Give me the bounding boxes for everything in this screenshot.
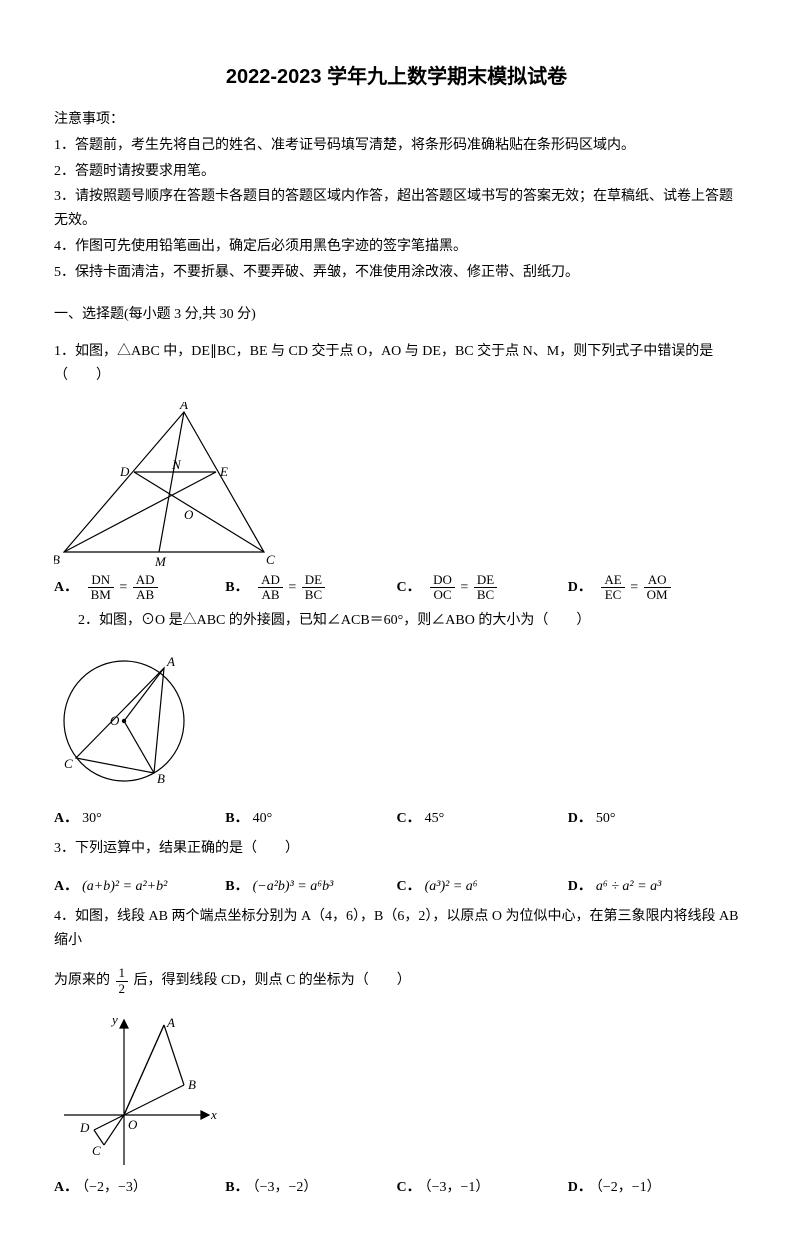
q1-opt-c: C． DOOC = DEBC xyxy=(397,573,568,603)
notice-item: 3．请按照题号顺序在答题卡各题目的答题区域内作答，超出答题区域书写的答案无效；在… xyxy=(54,185,739,233)
svg-text:B: B xyxy=(188,1077,196,1092)
svg-text:B: B xyxy=(54,552,60,567)
svg-text:C: C xyxy=(64,756,73,771)
notice-item: 1．答题前，考生先将自己的姓名、准考证号码填写清楚，将条形码准确粘贴在条形码区域… xyxy=(54,134,739,158)
q1-stem: 1．如图，△ABC 中，DE∥BC，BE 与 CD 交于点 O，AO 与 DE，… xyxy=(54,340,739,388)
q2-opt-b: B．40° xyxy=(225,807,396,831)
svg-text:O: O xyxy=(128,1117,138,1132)
page-title: 2022-2023 学年九上数学期末模拟试卷 xyxy=(54,60,739,94)
svg-text:O: O xyxy=(184,507,194,522)
opt-label: A． xyxy=(54,580,78,595)
q4-stem-b: 为原来的 12 后，得到线段 CD，则点 C 的坐标为（ ） xyxy=(54,966,739,996)
svg-text:D: D xyxy=(79,1120,90,1135)
svg-text:C: C xyxy=(92,1143,101,1158)
q2-opt-c: C．45° xyxy=(397,807,568,831)
q2-options: A．30° B．40° C．45° D．50° xyxy=(54,807,739,831)
notice-item: 5．保持卡面清洁，不要折暴、不要弄破、弄皱，不准使用涂改液、修正带、刮纸刀。 xyxy=(54,261,739,285)
svg-text:O: O xyxy=(110,713,120,728)
svg-text:C: C xyxy=(266,552,275,567)
q2-diagram: A B C O xyxy=(54,646,214,801)
q4-opt-a: A．（−2，−3） xyxy=(54,1176,225,1200)
opt-label: C． xyxy=(397,580,421,595)
q2-opt-d: D．50° xyxy=(568,807,739,831)
svg-text:E: E xyxy=(219,464,228,479)
exam-page: 2022-2023 学年九上数学期末模拟试卷 注意事项： 1．答题前，考生先将自… xyxy=(0,0,793,1246)
q4-opt-c: C．（−3，−1） xyxy=(397,1176,568,1200)
notice-item: 4．作图可先使用铅笔画出，确定后必须用黑色字迹的签字笔描黑。 xyxy=(54,235,739,259)
q1-diagram: A B C D E N O M xyxy=(54,402,284,567)
section-heading: 一、选择题(每小题 3 分,共 30 分) xyxy=(54,303,739,327)
q1-options: A． DNBM = ADAB B． ADAB = DEBC C． DOOC = … xyxy=(54,573,739,603)
svg-text:A: A xyxy=(166,1015,175,1030)
notice-block: 注意事项： 1．答题前，考生先将自己的姓名、准考证号码填写清楚，将条形码准确粘贴… xyxy=(54,108,739,285)
svg-text:N: N xyxy=(171,457,182,472)
q2-opt-a: A．30° xyxy=(54,807,225,831)
opt-label: B． xyxy=(225,580,248,595)
q3-opt-c: C．(a³)² = a⁶ xyxy=(397,875,568,899)
q1-opt-d: D． AEEC = AOOM xyxy=(568,573,739,603)
svg-text:A: A xyxy=(179,402,188,412)
q3-options: A．(a+b)² = a²+b² B．(−a²b)³ = a⁶b³ C．(a³)… xyxy=(54,875,739,899)
svg-text:M: M xyxy=(154,554,167,567)
q4-stem-a: 4．如图，线段 AB 两个端点坐标分别为 A（4，6），B（6，2），以原点 O… xyxy=(54,905,739,953)
q3-opt-d: D．a⁶ ÷ a² = a³ xyxy=(568,875,739,899)
q1-opt-a: A． DNBM = ADAB xyxy=(54,573,225,603)
q4-diagram: x y O A B CD xyxy=(54,1010,224,1170)
opt-label: D． xyxy=(568,580,592,595)
svg-text:D: D xyxy=(119,464,130,479)
q3-stem: 3．下列运算中，结果正确的是（ ） xyxy=(54,837,739,861)
notice-item: 2．答题时请按要求用笔。 xyxy=(54,160,739,184)
q3-opt-a: A．(a+b)² = a²+b² xyxy=(54,875,225,899)
q3-opt-b: B．(−a²b)³ = a⁶b³ xyxy=(225,875,396,899)
notice-heading: 注意事项： xyxy=(54,108,739,132)
q1-opt-b: B． ADAB = DEBC xyxy=(225,573,396,603)
q4-opt-d: D．（−2，−1） xyxy=(568,1176,739,1200)
svg-text:x: x xyxy=(210,1107,217,1122)
q4-opt-b: B．（−3，−2） xyxy=(225,1176,396,1200)
q2-stem: 2．如图，⊙O 是△ABC 的外接圆，已知∠ACB＝60°，则∠ABO 的大小为… xyxy=(54,609,739,633)
q4-options: A．（−2，−3） B．（−3，−2） C．（−3，−1） D．（−2，−1） xyxy=(54,1176,739,1200)
svg-text:A: A xyxy=(166,654,175,669)
svg-text:y: y xyxy=(110,1012,118,1027)
svg-text:B: B xyxy=(157,771,165,786)
